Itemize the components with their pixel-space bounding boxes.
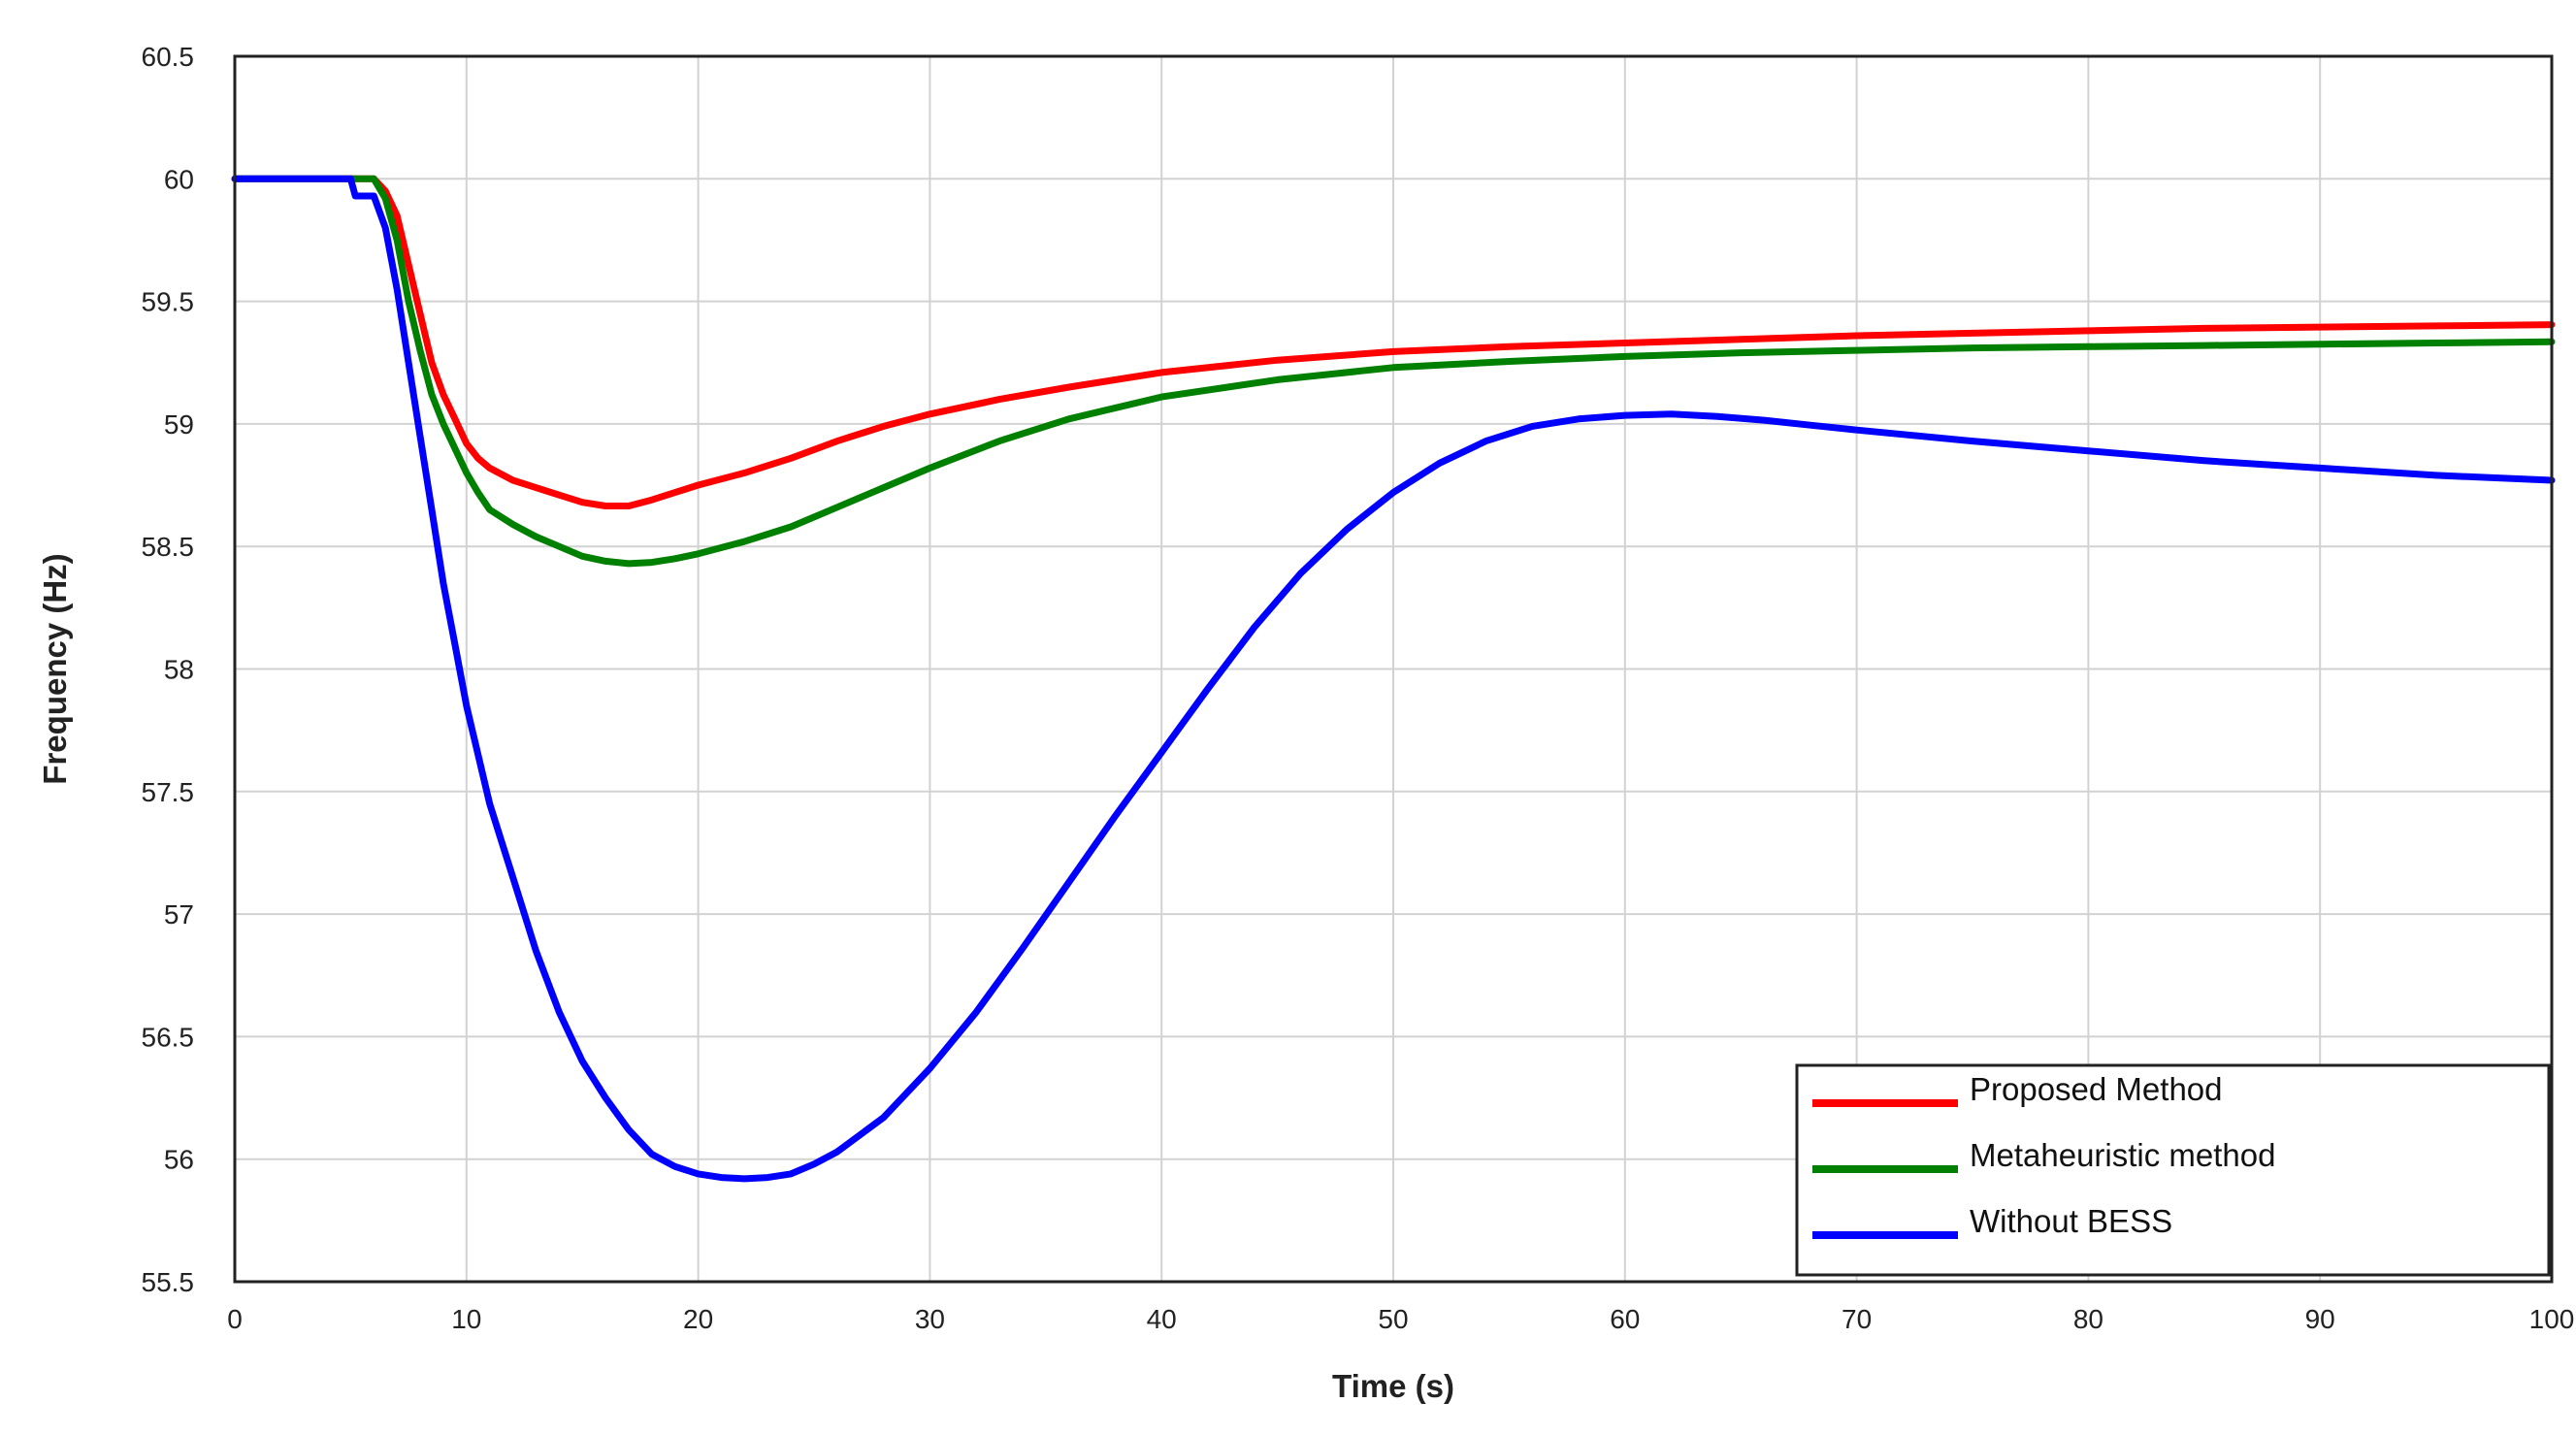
y-tick-label: 55.5 bbox=[142, 1267, 195, 1297]
x-tick-label: 80 bbox=[2073, 1304, 2103, 1334]
x-tick-label: 70 bbox=[1842, 1304, 1872, 1334]
y-tick-labels: 55.5 56 56.5 57 57.5 58 58.5 59 59.5 60 60.5 bbox=[142, 42, 195, 1297]
y-tick-label: 60 bbox=[164, 164, 194, 194]
x-tick-label: 60 bbox=[1610, 1304, 1640, 1334]
y-tick-label: 58.5 bbox=[142, 532, 195, 562]
y-tick-label: 56 bbox=[164, 1145, 194, 1175]
legend-label: Metaheuristic method bbox=[1970, 1137, 2275, 1173]
x-tick-label: 50 bbox=[1378, 1304, 1408, 1334]
x-tick-label: 90 bbox=[2305, 1304, 2335, 1334]
plot-frame bbox=[233, 54, 2554, 1284]
series-line-3 bbox=[231, 175, 2556, 1183]
x-tick-label: 100 bbox=[2529, 1304, 2575, 1334]
x-tick-label: 30 bbox=[915, 1304, 945, 1334]
x-tick-label: 10 bbox=[451, 1304, 481, 1334]
y-tick-label: 59 bbox=[164, 409, 194, 440]
y-tick-label: 57.5 bbox=[142, 777, 195, 807]
legend: Proposed Method Metaheuristic method Witho… bbox=[1795, 1063, 2551, 1277]
series-line-2 bbox=[231, 175, 2556, 568]
grid bbox=[235, 56, 2552, 1282]
series-lines bbox=[231, 175, 2556, 1183]
y-tick-label: 57 bbox=[164, 899, 194, 929]
legend-label: Without BESS bbox=[1970, 1203, 2172, 1239]
y-tick-label: 60.5 bbox=[142, 42, 195, 72]
x-tick-labels: 0 10 20 30 40 50 60 70 80 90 100 bbox=[227, 1304, 2574, 1334]
y-tick-label: 56.5 bbox=[142, 1022, 195, 1052]
series-line-1 bbox=[231, 175, 2556, 509]
x-tick-label: 20 bbox=[683, 1304, 713, 1334]
y-tick-label: 59.5 bbox=[142, 287, 195, 317]
y-tick-label: 58 bbox=[164, 655, 194, 685]
x-tick-label: 40 bbox=[1147, 1304, 1177, 1334]
x-axis-title: Time (s) bbox=[1332, 1368, 1454, 1404]
x-tick-label: 0 bbox=[227, 1304, 243, 1334]
y-axis-title: Frequency (Hz) bbox=[37, 553, 73, 784]
legend-label: Proposed Method bbox=[1970, 1071, 2223, 1107]
